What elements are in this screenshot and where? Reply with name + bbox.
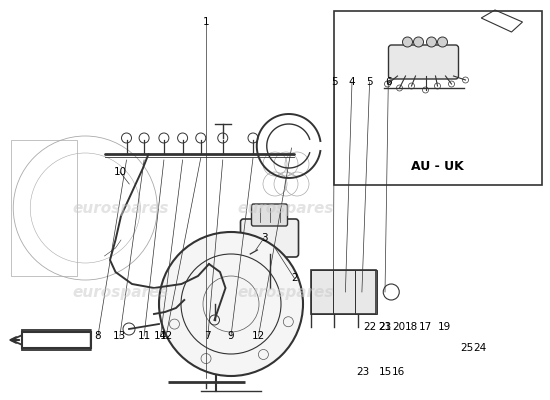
Text: 12: 12 — [252, 331, 265, 341]
Text: 23: 23 — [378, 322, 392, 332]
Text: eurospares: eurospares — [73, 284, 169, 300]
Text: 5: 5 — [331, 77, 338, 87]
Circle shape — [403, 37, 412, 47]
Text: 23: 23 — [356, 367, 370, 377]
Text: 24: 24 — [473, 343, 486, 353]
Bar — [311, 270, 376, 314]
Text: eurospares: eurospares — [238, 200, 334, 216]
FancyBboxPatch shape — [388, 45, 459, 79]
Text: 6: 6 — [385, 77, 392, 87]
Bar — [11, 140, 77, 276]
Circle shape — [122, 133, 131, 143]
Text: 7: 7 — [205, 331, 211, 341]
Text: eurospares: eurospares — [73, 200, 169, 216]
Text: 8: 8 — [95, 331, 101, 341]
Text: 14: 14 — [154, 331, 167, 341]
Circle shape — [139, 133, 149, 143]
Text: 20: 20 — [393, 322, 406, 332]
Text: 4: 4 — [349, 77, 355, 87]
Text: AU - UK: AU - UK — [411, 160, 464, 172]
Circle shape — [178, 133, 188, 143]
FancyBboxPatch shape — [240, 219, 299, 257]
Text: 22: 22 — [363, 322, 376, 332]
Circle shape — [159, 133, 169, 143]
Bar — [333, 270, 355, 314]
Text: 9: 9 — [228, 331, 234, 341]
Text: eurospares: eurospares — [238, 284, 334, 300]
FancyBboxPatch shape — [251, 204, 288, 226]
Text: 13: 13 — [113, 331, 127, 341]
Text: 1: 1 — [203, 17, 210, 27]
Circle shape — [218, 133, 228, 143]
Text: 10: 10 — [113, 167, 127, 177]
Text: 2: 2 — [291, 273, 298, 283]
Text: 25: 25 — [460, 343, 473, 353]
Text: 21: 21 — [378, 322, 392, 332]
Text: 3: 3 — [261, 233, 267, 243]
Circle shape — [426, 37, 437, 47]
Text: 15: 15 — [378, 367, 392, 377]
Text: 12: 12 — [160, 331, 173, 341]
Circle shape — [437, 37, 448, 47]
Text: 16: 16 — [392, 367, 405, 377]
Text: 18: 18 — [405, 322, 418, 332]
Bar — [334, 11, 542, 185]
Text: 19: 19 — [438, 322, 451, 332]
Circle shape — [414, 37, 424, 47]
Text: 5: 5 — [366, 77, 373, 87]
Bar — [311, 270, 333, 314]
Text: 11: 11 — [138, 331, 151, 341]
Bar — [355, 270, 377, 314]
Circle shape — [248, 133, 258, 143]
Text: 17: 17 — [419, 322, 432, 332]
Circle shape — [159, 232, 303, 376]
Circle shape — [196, 133, 206, 143]
